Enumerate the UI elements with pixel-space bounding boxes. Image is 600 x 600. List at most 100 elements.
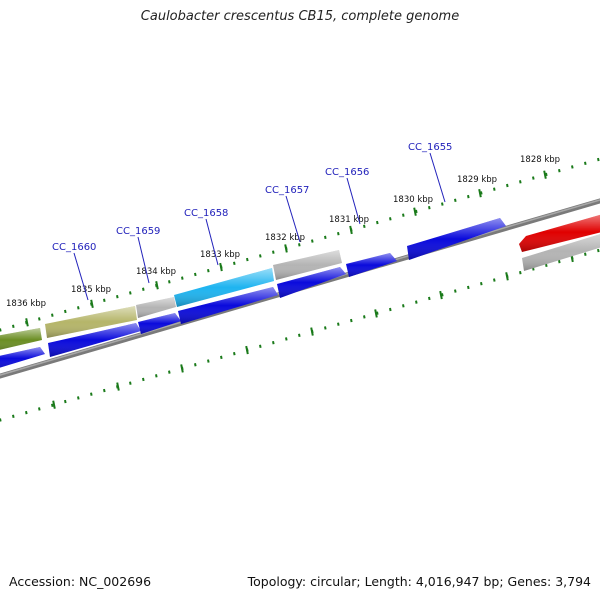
minor-tick	[558, 259, 561, 264]
major-tick	[310, 327, 314, 336]
minor-tick	[324, 326, 327, 330]
minor-tick	[532, 176, 535, 180]
minor-tick	[363, 224, 366, 228]
minor-tick	[467, 285, 470, 290]
minor-tick	[272, 340, 275, 345]
scale-label: 1836 kbp	[6, 299, 46, 309]
scale-label: 1831 kbp	[329, 215, 369, 225]
major-tick	[284, 244, 288, 253]
minor-tick	[597, 157, 600, 162]
minor-tick	[298, 333, 301, 337]
scale-label: 1834 kbp	[136, 267, 176, 277]
outer-major-ticks	[25, 170, 547, 327]
minor-tick	[129, 291, 132, 295]
gene-label-cc1659[interactable]: CC_1659	[116, 226, 160, 237]
minor-tick	[64, 309, 67, 314]
minor-tick	[12, 324, 15, 328]
minor-tick	[0, 328, 2, 332]
minor-tick	[324, 235, 327, 240]
minor-tick	[454, 198, 457, 203]
minor-tick	[168, 370, 171, 374]
minor-tick	[571, 165, 574, 169]
major-tick	[543, 170, 547, 179]
major-tick	[155, 281, 159, 290]
minor-tick	[519, 180, 522, 184]
minor-tick	[389, 307, 392, 312]
minor-tick	[545, 263, 548, 267]
minor-tick	[168, 280, 171, 284]
minor-tick	[259, 344, 262, 349]
minor-tick	[298, 243, 301, 247]
minor-tick	[272, 250, 275, 254]
minor-tick	[207, 359, 210, 363]
gene-label-cc1656[interactable]: CC_1656	[325, 167, 369, 178]
minor-tick	[246, 257, 249, 262]
minor-tick	[38, 407, 41, 411]
major-tick	[116, 382, 120, 391]
minor-tick	[194, 272, 197, 277]
minor-tick	[142, 287, 145, 291]
major-tick	[90, 299, 94, 308]
minor-tick	[259, 254, 262, 258]
minor-tick	[519, 270, 522, 275]
minor-tick	[584, 252, 587, 256]
major-tick	[478, 189, 482, 198]
minor-tick	[51, 403, 54, 407]
gene-label-cc1657[interactable]: CC_1657	[265, 185, 309, 196]
minor-tick	[0, 418, 2, 422]
minor-tick	[597, 248, 600, 253]
major-tick	[505, 272, 509, 281]
gene-label-cc1660[interactable]: CC_1660	[52, 242, 96, 253]
scale-label: 1830 kbp	[393, 195, 433, 205]
minor-tick	[90, 392, 93, 396]
minor-tick	[285, 337, 288, 341]
genome-summary: Topology: circular; Length: 4,016,947 bp…	[247, 574, 591, 589]
minor-tick	[493, 187, 496, 191]
gene-label-cc1658[interactable]: CC_1658	[184, 208, 228, 219]
minor-tick	[194, 363, 197, 367]
major-tick	[25, 318, 29, 327]
minor-tick	[389, 217, 392, 221]
minor-tick	[233, 352, 236, 356]
cog-gene-track	[0, 234, 600, 350]
minor-tick	[129, 381, 132, 385]
major-tick	[52, 400, 56, 409]
minor-tick	[428, 296, 431, 301]
accession-label: Accession: NC_002696	[9, 574, 152, 589]
minor-tick	[545, 172, 548, 177]
minor-tick	[311, 239, 314, 243]
minor-tick	[441, 293, 444, 297]
scale-label: 1832 kbp	[265, 233, 305, 243]
scale-label: 1833 kbp	[200, 250, 240, 260]
minor-tick	[64, 399, 67, 404]
minor-tick	[77, 396, 80, 400]
minor-tick	[337, 322, 340, 326]
minor-tick	[376, 220, 379, 225]
minor-tick	[415, 209, 418, 214]
minor-tick	[467, 194, 470, 199]
minor-tick	[25, 410, 28, 415]
minor-tick	[428, 206, 431, 210]
inner-major-ticks	[52, 253, 574, 409]
minor-tick	[181, 276, 184, 280]
minor-tick	[142, 377, 145, 382]
minor-tick	[558, 168, 561, 173]
minor-tick	[415, 300, 418, 304]
minor-tick	[402, 213, 405, 217]
minor-tick	[454, 289, 457, 293]
minor-tick	[12, 414, 15, 419]
minor-tick	[207, 269, 210, 273]
minor-tick	[493, 278, 496, 282]
gene-label-cc1655[interactable]: CC_1655	[408, 142, 452, 153]
minor-tick	[506, 183, 509, 188]
minor-tick	[480, 282, 483, 286]
scale-label: 1835 kbp	[71, 285, 111, 295]
strand-gene-track	[0, 214, 600, 368]
minor-tick	[116, 294, 119, 299]
minor-tick	[584, 161, 587, 165]
major-tick	[245, 345, 249, 355]
inner-tick-ring	[0, 248, 600, 422]
genome-title: Caulobacter crescentus CB15, complete ge…	[140, 9, 460, 24]
major-tick	[180, 364, 184, 373]
